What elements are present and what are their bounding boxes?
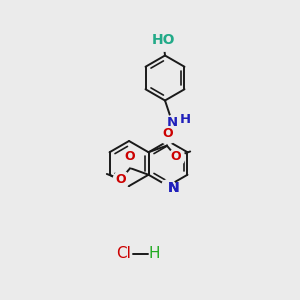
- Text: N: N: [167, 116, 178, 129]
- Text: HO: HO: [152, 33, 175, 47]
- Text: N: N: [168, 181, 179, 194]
- Text: O: O: [171, 150, 182, 163]
- Text: O: O: [124, 150, 135, 163]
- Text: O: O: [116, 172, 126, 186]
- Text: O: O: [162, 127, 173, 140]
- Text: H: H: [179, 113, 191, 126]
- Text: N: N: [168, 181, 179, 194]
- Text: H: H: [149, 246, 160, 261]
- Text: Cl: Cl: [116, 246, 131, 261]
